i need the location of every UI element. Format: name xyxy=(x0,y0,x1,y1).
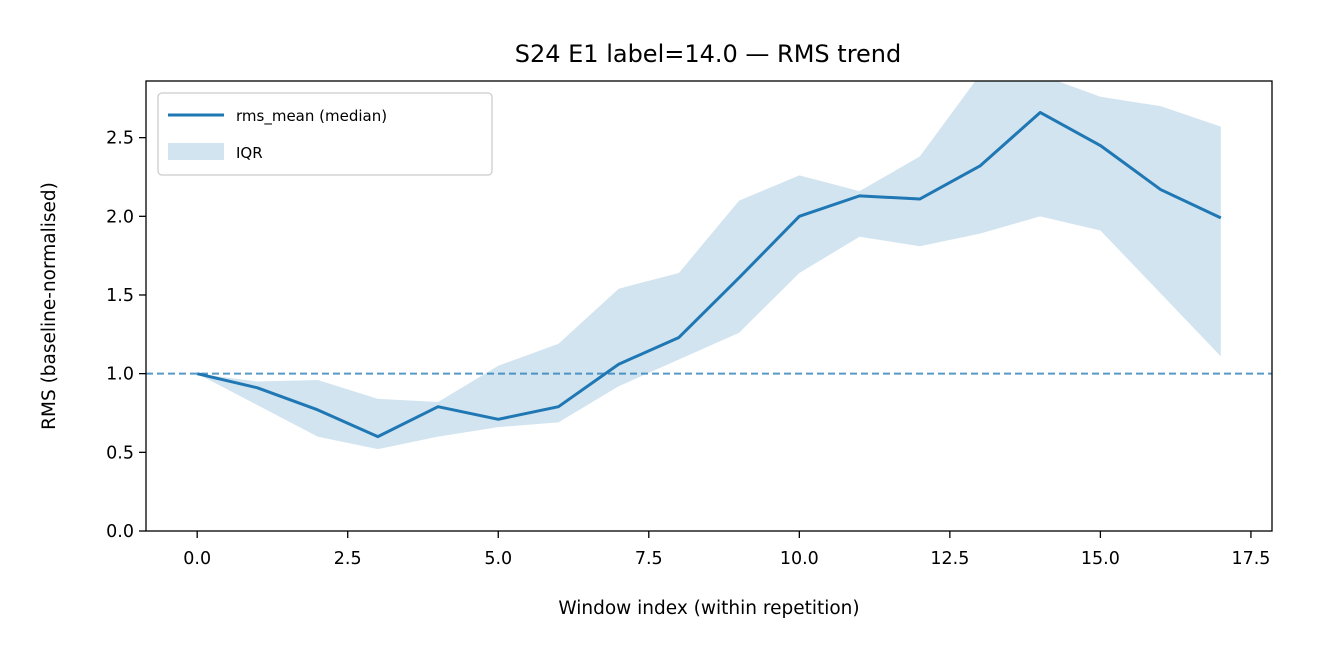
plot-area xyxy=(146,81,1272,450)
y-tick-label: 1.5 xyxy=(106,286,134,306)
series-line-rms-mean-median xyxy=(196,110,1222,439)
x-axis-label: Window index (within repetition) xyxy=(558,598,859,619)
x-tick-label: 0.0 xyxy=(183,549,211,569)
legend-box xyxy=(157,92,493,176)
y-axis-label: RMS (baseline-normalised) xyxy=(39,182,60,430)
x-tick-label: 7.5 xyxy=(635,549,663,569)
legend: rms_mean (median) IQR xyxy=(157,92,493,176)
x-tick-label: 10.0 xyxy=(780,549,819,569)
y-tick-label: 0.0 xyxy=(106,522,134,542)
y-tick-label: 2.0 xyxy=(106,207,134,227)
plot-frame xyxy=(145,80,1273,532)
x-axis: 0.0 2.5 5.0 7.5 10.0 12.5 15.0 17.5 xyxy=(183,531,1270,569)
y-tick-label: 2.5 xyxy=(106,129,134,149)
legend-label-median: rms_mean (median) xyxy=(236,107,387,126)
legend-swatch-iqr xyxy=(168,143,224,160)
y-tick-label: 1.0 xyxy=(106,365,134,385)
y-axis: 0.0 0.5 1.0 1.5 2.0 2.5 xyxy=(106,129,146,542)
legend-label-iqr: IQR xyxy=(236,144,263,162)
x-tick-label: 2.5 xyxy=(334,549,362,569)
x-tick-label: 12.5 xyxy=(930,549,969,569)
x-tick-label: 17.5 xyxy=(1231,549,1270,569)
y-tick-label: 0.5 xyxy=(106,443,134,463)
x-tick-label: 15.0 xyxy=(1081,549,1120,569)
x-tick-label: 5.0 xyxy=(484,549,512,569)
chart-title: S24 E1 label=14.0 — RMS trend xyxy=(515,40,902,68)
